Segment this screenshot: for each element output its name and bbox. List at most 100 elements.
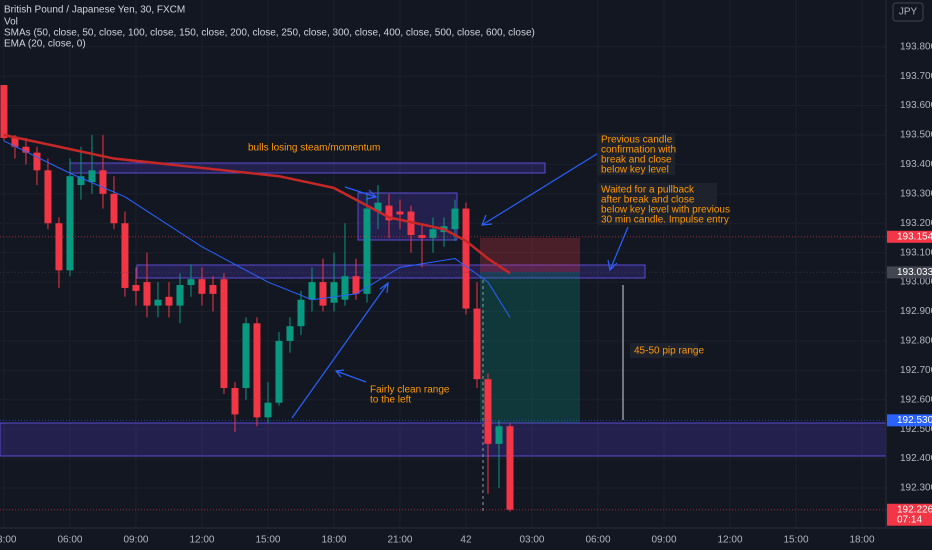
- candle-body: [99, 170, 107, 194]
- x-tick-label: 12:00: [717, 535, 742, 546]
- candle-body: [473, 308, 481, 380]
- drawings: [0, 162, 887, 512]
- legend-line: Vol: [4, 17, 18, 28]
- y-tick-label: 193.700: [900, 71, 932, 82]
- annotation: to the left: [370, 395, 411, 406]
- candle-body: [231, 387, 239, 415]
- candle-body: [484, 379, 492, 444]
- candle-body: [132, 285, 140, 291]
- x-tick-label: 15:00: [255, 535, 280, 546]
- zone: [69, 162, 546, 174]
- annotation: 30 min candle. Impulse entry: [601, 215, 729, 226]
- x-tick-label: 15:00: [783, 535, 808, 546]
- legend-line: EMA (20, close, 0): [4, 39, 86, 50]
- x-tick-label: 06:00: [57, 535, 82, 546]
- annotation: below key level: [601, 165, 669, 176]
- arrows: [291, 151, 629, 419]
- candle-body: [451, 208, 459, 230]
- candle-body: [253, 323, 261, 418]
- price-tag-label: 192.226: [897, 504, 932, 515]
- candle-body: [297, 299, 305, 327]
- candle-body: [0, 85, 8, 138]
- arrow: [334, 369, 367, 383]
- y-tick-label: 192.300: [900, 483, 932, 494]
- y-tick-label: 192.800: [900, 336, 932, 347]
- indicator-line: [3, 140, 511, 318]
- annotation-box: [597, 183, 717, 225]
- currency-button[interactable]: [892, 2, 924, 22]
- indicator-line: [3, 133, 511, 275]
- candle-body: [374, 202, 382, 212]
- annotation: bulls losing steam/momentum: [248, 143, 380, 154]
- x-tick-label: 42: [460, 535, 472, 546]
- candle-body: [429, 229, 437, 238]
- candle-body: [165, 296, 173, 306]
- countdown: 07:14: [897, 514, 922, 525]
- candle-body: [11, 137, 19, 147]
- x-tick-label: 18:00: [850, 535, 875, 546]
- candle-body: [495, 426, 503, 444]
- x-tick-label: 21:00: [387, 535, 412, 546]
- candle-body: [462, 208, 470, 309]
- currency[interactable]: JPY: [899, 7, 918, 18]
- candle-body: [506, 426, 514, 510]
- candle-body: [242, 323, 250, 388]
- price-tag: [887, 230, 932, 243]
- arrow: [291, 281, 389, 419]
- y-tick-label: 193.300: [900, 188, 932, 199]
- stop-area: [480, 238, 580, 272]
- candle-body: [22, 146, 30, 153]
- axes: 192.300 192.400 192.500 192.600 192.700 192.8…: [0, 41, 932, 546]
- legend: British Pound / Japanese Yen, 30, FXCM V…: [4, 5, 535, 50]
- annotation: after break and close: [601, 195, 695, 206]
- candle-body: [88, 170, 96, 183]
- candle-body: [143, 282, 151, 306]
- annotation: break and close: [601, 155, 672, 166]
- y-tick-label: 193.000: [900, 277, 932, 288]
- y-tick-label: 192.700: [900, 365, 932, 376]
- candle-body: [352, 276, 360, 294]
- x-tick-label: 03:00: [519, 535, 544, 546]
- candle-body: [308, 282, 316, 300]
- y-tick-label: 193.800: [900, 41, 932, 52]
- candle-body: [363, 208, 371, 294]
- candle-body: [176, 285, 184, 306]
- x-tick-label: 06:00: [585, 535, 610, 546]
- candle-body: [198, 279, 206, 294]
- annotation: Fairly clean range: [370, 385, 450, 396]
- x-tick-label: 03:00: [0, 535, 17, 546]
- arrow: [481, 151, 601, 226]
- annotation: confirmation with: [601, 145, 676, 156]
- annotation-box: [630, 343, 698, 358]
- y-tick-label: 192.900: [900, 306, 932, 317]
- candle-body: [385, 205, 393, 221]
- candle-body: [264, 402, 272, 418]
- key-level-zone: [136, 264, 646, 279]
- price-tag-label: 193.033: [897, 267, 932, 278]
- annotation: below key level with previous: [601, 205, 730, 216]
- legend-line: SMAs (50, close, 50, close, 100, close, …: [4, 28, 535, 39]
- y-tick-label: 192.500: [900, 424, 932, 435]
- price-tag: [887, 266, 932, 279]
- price-tag: [887, 503, 932, 526]
- candle-body: [286, 326, 294, 341]
- candle-body: [110, 193, 118, 224]
- arrow: [607, 226, 629, 272]
- legend-title: British Pound / Japanese Yen, 30, FXCM: [4, 5, 185, 16]
- annotation: Waited for a pullback: [601, 185, 695, 196]
- price-tag-label: 192.530: [897, 415, 932, 426]
- annotation: 45-50 pip range: [634, 346, 704, 357]
- x-tick-label: 09:00: [651, 535, 676, 546]
- y-tick-label: 193.500: [900, 130, 932, 141]
- y-tick-label: 193.200: [900, 218, 932, 229]
- price-tag: [887, 414, 932, 427]
- candle-body: [319, 282, 327, 306]
- candle-body: [341, 276, 349, 300]
- y-tick-label: 193.600: [900, 100, 932, 111]
- candle-body: [418, 235, 426, 238]
- plot: [0, 85, 886, 512]
- candle-body: [209, 285, 217, 294]
- candle-body: [33, 152, 41, 171]
- x-tick-label: 09:00: [123, 535, 148, 546]
- candle-body: [77, 176, 85, 186]
